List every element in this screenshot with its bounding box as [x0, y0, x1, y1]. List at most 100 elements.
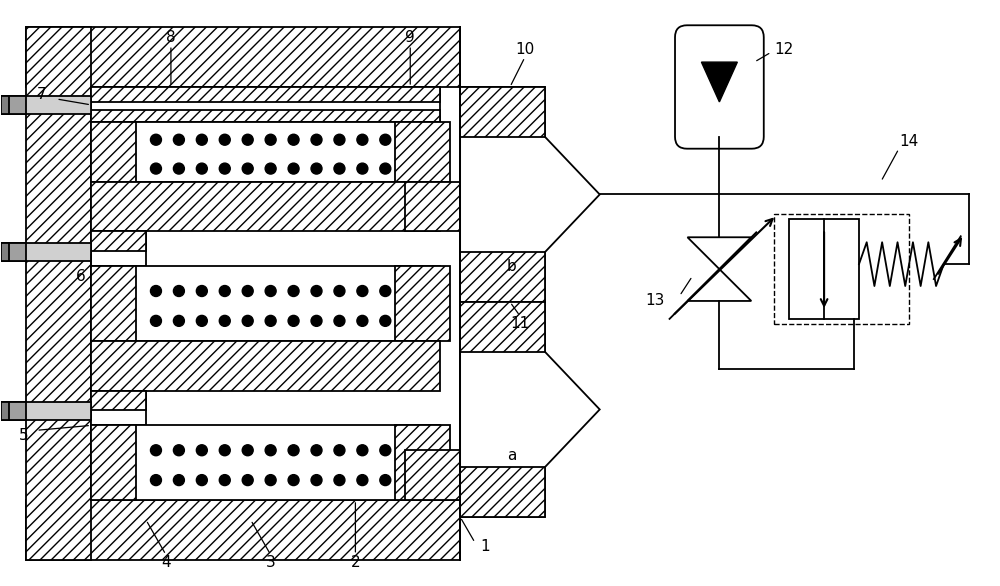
Bar	[395, 122, 450, 182]
Circle shape	[311, 315, 322, 326]
Bar	[1, 96, 9, 114]
Circle shape	[334, 445, 345, 456]
Circle shape	[150, 315, 161, 326]
Bar	[1, 403, 26, 420]
Circle shape	[150, 475, 161, 486]
Circle shape	[380, 285, 391, 297]
Circle shape	[380, 315, 391, 326]
Polygon shape	[460, 87, 600, 302]
Circle shape	[357, 445, 368, 456]
Circle shape	[196, 285, 207, 297]
Text: 13: 13	[645, 294, 664, 308]
Circle shape	[173, 475, 184, 486]
Bar	[91, 425, 136, 500]
Bar	[91, 122, 440, 182]
Bar	[789, 219, 859, 319]
Text: a: a	[507, 448, 517, 463]
Circle shape	[173, 163, 184, 174]
Bar	[91, 390, 146, 410]
Circle shape	[242, 315, 253, 326]
Circle shape	[219, 163, 230, 174]
Text: b: b	[507, 258, 517, 274]
Text: 14: 14	[899, 134, 918, 149]
Bar	[1, 403, 91, 420]
Bar	[26, 500, 460, 560]
Circle shape	[265, 134, 276, 145]
Bar	[91, 425, 440, 500]
Circle shape	[311, 285, 322, 297]
Text: 5: 5	[19, 428, 28, 443]
Circle shape	[380, 475, 391, 486]
Circle shape	[357, 285, 368, 297]
Bar	[91, 110, 440, 122]
Bar	[91, 266, 440, 341]
Text: 7: 7	[36, 87, 46, 103]
Circle shape	[380, 445, 391, 456]
Circle shape	[288, 445, 299, 456]
Circle shape	[219, 315, 230, 326]
Bar	[91, 182, 440, 231]
Text: 1: 1	[480, 539, 490, 554]
Circle shape	[242, 163, 253, 174]
Circle shape	[311, 134, 322, 145]
Circle shape	[150, 285, 161, 297]
Bar	[91, 231, 146, 251]
Bar	[1, 96, 26, 114]
Circle shape	[311, 445, 322, 456]
Circle shape	[288, 475, 299, 486]
Circle shape	[334, 163, 345, 174]
Polygon shape	[687, 269, 751, 301]
Text: 11: 11	[510, 316, 530, 331]
Circle shape	[311, 475, 322, 486]
Text: 4: 4	[161, 555, 171, 570]
Circle shape	[357, 475, 368, 486]
Text: 8: 8	[166, 30, 176, 45]
Bar	[91, 266, 136, 341]
Circle shape	[173, 315, 184, 326]
Bar	[26, 28, 460, 87]
Bar	[460, 87, 545, 137]
Polygon shape	[460, 302, 600, 517]
Bar	[26, 28, 91, 560]
Circle shape	[265, 475, 276, 486]
Circle shape	[150, 445, 161, 456]
Circle shape	[173, 445, 184, 456]
Circle shape	[242, 285, 253, 297]
Bar	[774, 214, 909, 324]
Circle shape	[357, 134, 368, 145]
Circle shape	[219, 285, 230, 297]
Bar	[1, 96, 91, 114]
Text: 6: 6	[76, 268, 86, 284]
Bar	[395, 425, 450, 500]
Bar	[395, 266, 450, 341]
Bar	[460, 302, 545, 352]
Bar	[1, 243, 91, 261]
Text: 2: 2	[351, 555, 360, 570]
Circle shape	[265, 315, 276, 326]
Circle shape	[357, 315, 368, 326]
Bar	[91, 231, 146, 266]
Circle shape	[196, 134, 207, 145]
Bar	[460, 252, 545, 302]
Circle shape	[380, 134, 391, 145]
Circle shape	[265, 285, 276, 297]
Circle shape	[334, 285, 345, 297]
Text: 9: 9	[405, 30, 415, 45]
Bar	[91, 87, 440, 102]
Text: 3: 3	[266, 555, 276, 570]
Circle shape	[196, 315, 207, 326]
Circle shape	[357, 163, 368, 174]
Circle shape	[196, 445, 207, 456]
Circle shape	[219, 445, 230, 456]
Polygon shape	[701, 62, 737, 102]
Circle shape	[288, 315, 299, 326]
Circle shape	[334, 475, 345, 486]
Circle shape	[265, 445, 276, 456]
Circle shape	[242, 445, 253, 456]
Circle shape	[334, 315, 345, 326]
Bar	[405, 450, 460, 500]
Circle shape	[219, 134, 230, 145]
Circle shape	[150, 163, 161, 174]
FancyBboxPatch shape	[675, 25, 764, 149]
Circle shape	[242, 475, 253, 486]
